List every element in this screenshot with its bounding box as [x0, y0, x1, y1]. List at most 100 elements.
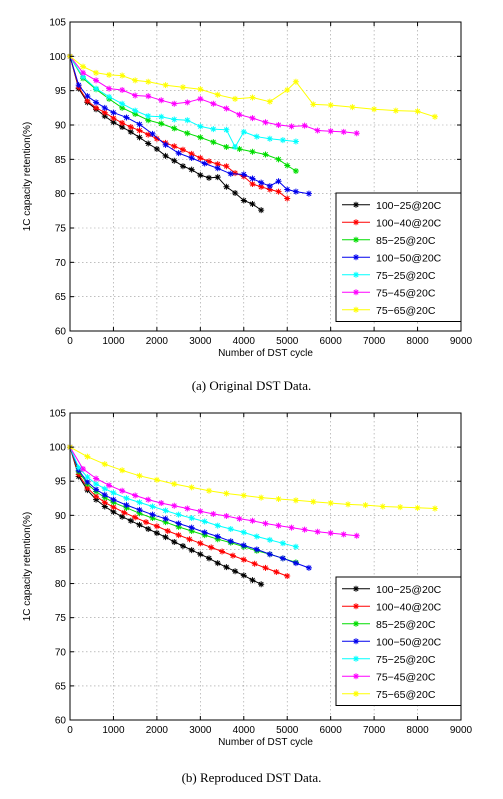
- data-point: [327, 128, 334, 135]
- data-point: [201, 518, 208, 525]
- data-point: [101, 491, 108, 498]
- ticks: 0 1000 2000 3000 4000 5000 6000 7000 8000 9000 60 6…: [49, 18, 472, 348]
- data-point: [236, 146, 243, 153]
- x-tick-label: 7000: [363, 336, 386, 347]
- data-point: [136, 472, 143, 479]
- data-point: [266, 186, 273, 193]
- x-tick-label: 6000: [320, 725, 343, 736]
- data-point: [266, 135, 273, 142]
- data-point: [353, 532, 360, 539]
- data-point: [106, 71, 113, 78]
- data-point: [132, 111, 139, 118]
- data-point: [266, 551, 273, 558]
- data-point: [253, 546, 260, 553]
- legend-swatch-marker: [353, 585, 359, 592]
- data-point: [136, 127, 143, 134]
- data-point: [162, 152, 169, 159]
- data-point: [145, 113, 152, 120]
- data-point: [262, 151, 269, 158]
- data-point: [80, 73, 87, 80]
- data-point: [206, 174, 213, 181]
- series-line: [69, 56, 309, 195]
- data-point: [119, 104, 126, 111]
- data-point: [292, 560, 299, 567]
- data-point: [101, 503, 108, 510]
- data-point: [101, 485, 108, 492]
- data-point: [258, 581, 265, 588]
- data-point: [186, 536, 193, 543]
- data-point: [275, 178, 282, 185]
- data-point: [232, 95, 239, 102]
- x-tick-label: 5000: [276, 336, 299, 347]
- data-point: [279, 540, 286, 547]
- x-tick-label: 4000: [233, 336, 256, 347]
- data-point: [171, 100, 178, 107]
- data-point: [119, 100, 126, 107]
- data-point: [249, 148, 256, 155]
- y-tick-label: 100: [49, 443, 66, 454]
- data-point: [175, 511, 182, 518]
- series-line: [69, 446, 435, 509]
- data-point: [175, 520, 182, 527]
- data-point: [171, 116, 178, 123]
- data-point: [188, 150, 195, 157]
- legend-label: 100−25@20C: [376, 200, 442, 212]
- data-point: [240, 542, 247, 549]
- data-point: [106, 482, 113, 489]
- legend-label: 100−40@20C: [376, 217, 442, 229]
- y-tick-label: 90: [55, 121, 67, 132]
- legend-item: 75−45@20C: [342, 671, 436, 683]
- data-point: [110, 504, 117, 511]
- legend-item: 75−65@20C: [342, 689, 436, 701]
- data-point: [158, 113, 165, 120]
- x-tick-label: 9000: [450, 725, 473, 736]
- data-point: [197, 551, 204, 558]
- data-point: [249, 517, 256, 524]
- data-point: [197, 154, 204, 161]
- legend-item: 75−25@20C: [342, 270, 436, 282]
- data-point: [179, 543, 186, 550]
- series-1: [67, 53, 291, 202]
- data-point: [175, 532, 182, 539]
- data-point: [110, 489, 117, 496]
- data-point: [240, 492, 247, 499]
- data-point: [153, 135, 160, 142]
- data-point: [93, 104, 100, 111]
- data-point: [284, 186, 291, 193]
- data-point: [84, 478, 91, 485]
- x-tick-label: 0: [67, 336, 73, 347]
- data-point: [188, 528, 195, 535]
- data-point: [101, 104, 108, 111]
- data-point: [110, 119, 117, 126]
- data-point: [84, 453, 91, 460]
- data-point: [249, 94, 256, 101]
- legend-swatch-marker: [353, 655, 359, 662]
- series-5: [67, 444, 360, 539]
- data-point: [292, 543, 299, 550]
- data-point: [119, 124, 126, 131]
- legend-swatch-marker: [353, 289, 359, 296]
- data-point: [188, 524, 195, 531]
- data-point: [266, 183, 273, 190]
- plot-frame: [69, 412, 462, 721]
- data-point: [149, 515, 156, 522]
- x-tick-label: 2000: [146, 725, 169, 736]
- data-point: [240, 197, 247, 204]
- legend-item: 75−65@20C: [342, 305, 436, 317]
- legend-item: 85−25@20C: [342, 619, 436, 631]
- data-point: [93, 77, 100, 84]
- data-point: [106, 93, 113, 100]
- data-point: [229, 552, 236, 559]
- data-point: [249, 200, 256, 207]
- data-point: [179, 84, 186, 91]
- chart-original-dst: 0 1000 2000 3000 4000 5000 6000 7000 8000 9000 60 6…: [22, 18, 473, 360]
- data-point: [379, 503, 386, 510]
- data-point: [80, 69, 87, 76]
- series-3: [67, 53, 312, 197]
- x-tick-label: 1000: [102, 725, 125, 736]
- series-1: [67, 444, 291, 580]
- data-point: [153, 523, 160, 530]
- data-point: [132, 107, 139, 114]
- data-point: [93, 475, 100, 482]
- data-point: [240, 572, 247, 579]
